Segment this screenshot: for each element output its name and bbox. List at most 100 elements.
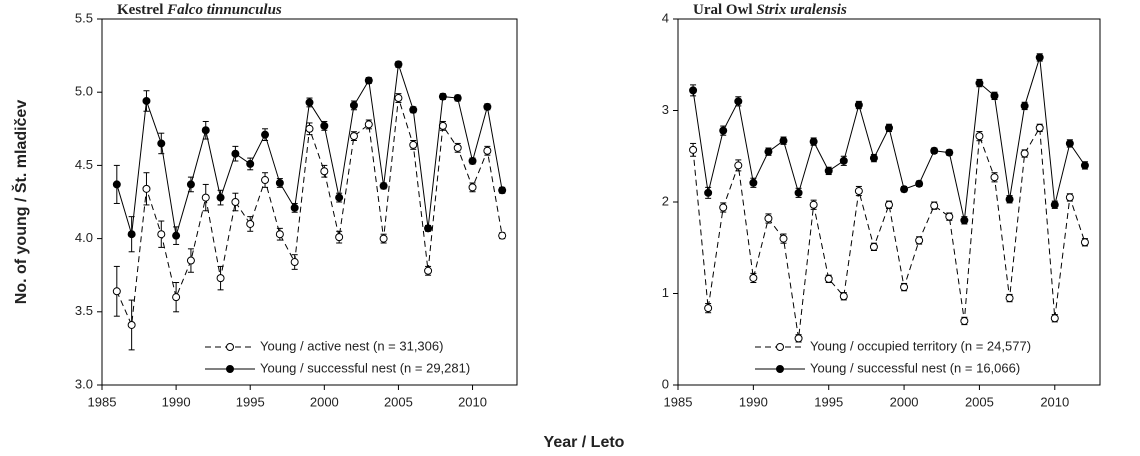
marker [335, 193, 344, 202]
marker [424, 266, 433, 275]
marker [945, 148, 954, 157]
marker [216, 274, 225, 283]
panel-title: Kestrel Falco tinnunculus [117, 2, 282, 18]
x-tick-label: 1995 [814, 394, 843, 409]
marker [975, 132, 984, 141]
marker [172, 231, 181, 240]
marker [261, 176, 270, 185]
y-tick-label: 0 [662, 376, 669, 391]
marker [885, 123, 893, 132]
marker [468, 183, 477, 192]
legend-label: Young / successful nest (n = 29,281) [260, 360, 470, 375]
marker [1080, 238, 1089, 247]
marker [127, 230, 136, 239]
marker [112, 180, 121, 189]
legend-entry: Young / successful nest (n = 29,281) [205, 360, 470, 375]
marker [930, 146, 939, 155]
marker [1035, 123, 1044, 132]
y-tick-label: 5.5 [75, 10, 93, 25]
marker [885, 200, 893, 209]
marker [869, 242, 878, 251]
marker [290, 258, 299, 267]
legend-entry: Young / successful nest (n = 16,066) [755, 360, 1020, 375]
marker [809, 200, 818, 209]
marker [468, 157, 477, 166]
marker [764, 147, 773, 156]
marker [483, 102, 492, 111]
legend-marker [226, 365, 234, 373]
marker [960, 316, 969, 325]
marker [112, 287, 121, 296]
marker [349, 132, 358, 141]
marker [438, 121, 447, 130]
marker [689, 145, 698, 154]
marker [498, 231, 507, 240]
marker [794, 188, 803, 197]
marker [142, 96, 151, 105]
series-line [692, 126, 1086, 339]
marker [216, 193, 225, 202]
marker [900, 185, 909, 194]
marker [794, 334, 803, 343]
marker [172, 293, 181, 302]
title-species: Falco tinnunculus [166, 2, 282, 18]
y-tick-label: 3.0 [75, 376, 93, 391]
marker [734, 97, 743, 106]
marker [734, 161, 743, 170]
marker [364, 76, 373, 85]
x-tick-label: 1985 [88, 394, 117, 409]
x-tick-label: 2000 [890, 394, 919, 409]
marker [990, 173, 999, 182]
marker [1065, 139, 1074, 148]
legend-marker [776, 365, 784, 373]
marker [186, 256, 195, 265]
marker [498, 186, 507, 195]
y-tick-label: 4.0 [75, 230, 93, 245]
panel: Kestrel Falco tinnunculus 3.0 3.5 4.0 4.5 5.0… [75, 2, 518, 409]
legend-label: Young / occupied territory (n = 24,577) [810, 338, 1031, 353]
marker [246, 219, 255, 228]
marker [438, 92, 447, 101]
marker [990, 91, 999, 100]
marker [453, 94, 462, 103]
title-name: Kestrel [117, 2, 163, 18]
marker [394, 94, 403, 103]
marker [749, 273, 758, 282]
marker [704, 188, 713, 197]
series-line [116, 64, 503, 236]
y-tick-label: 1 [662, 285, 669, 300]
x-axis-title: Year / Leto [544, 434, 625, 451]
series-line [692, 57, 1086, 221]
marker [824, 274, 833, 283]
marker [275, 178, 284, 187]
marker [1035, 53, 1044, 62]
marker [945, 212, 954, 221]
marker [364, 120, 373, 129]
y-tick-label: 4 [662, 10, 669, 25]
marker [1005, 294, 1014, 303]
x-tick-label: 2005 [965, 394, 994, 409]
marker [275, 230, 284, 239]
plot-frame [101, 18, 518, 386]
marker [127, 320, 136, 329]
marker [157, 230, 166, 239]
marker [975, 79, 984, 88]
marker [231, 198, 240, 206]
legend-label: Young / active nest (n = 31,306) [260, 338, 443, 353]
marker [157, 139, 166, 148]
marker [290, 203, 299, 212]
marker [764, 214, 773, 223]
marker [453, 143, 462, 152]
marker [930, 201, 939, 210]
legend-marker [226, 343, 234, 351]
marker [1005, 195, 1014, 204]
title-name: Ural Owl [693, 2, 753, 18]
marker [1080, 161, 1089, 170]
marker [900, 283, 909, 292]
title-species: Strix uralensis [756, 2, 847, 18]
marker [261, 130, 270, 139]
marker [320, 167, 329, 176]
x-tick-label: 2000 [310, 394, 339, 409]
marker [869, 154, 878, 163]
x-tick-label: 1995 [236, 394, 265, 409]
